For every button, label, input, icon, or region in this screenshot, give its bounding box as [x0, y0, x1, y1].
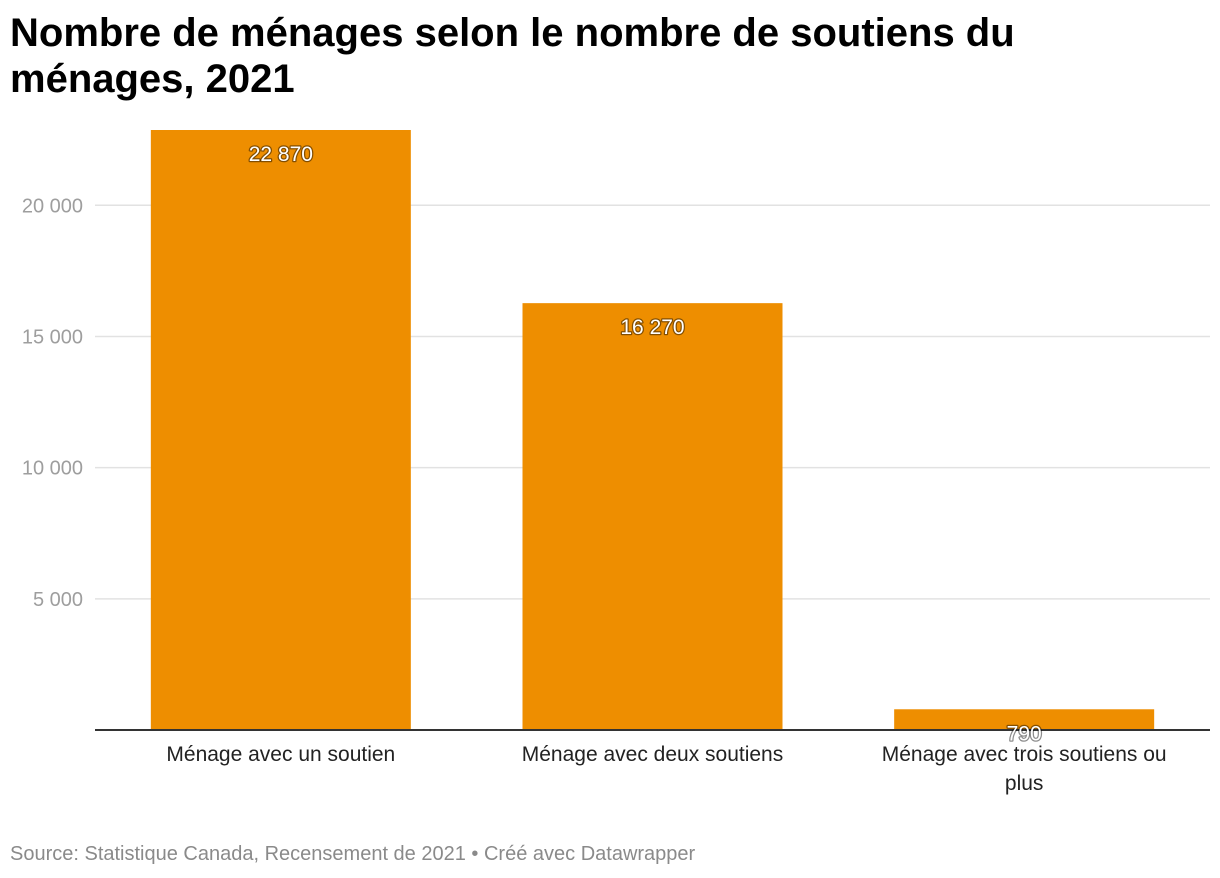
y-tick-label: 20 000: [22, 195, 83, 217]
x-category-label: Ménage avec deux soutiens: [522, 743, 784, 766]
bar-value-label: 790: [1007, 722, 1042, 745]
bar-value-labels: 22 870 16 270 790: [247, 142, 1042, 747]
bar-value-label: 22 870: [249, 143, 313, 166]
x-axis-category-labels: Ménage avec un soutien Ménage avec deux s…: [166, 743, 1166, 795]
bar: [894, 709, 1155, 730]
y-axis-tick-labels: 5 000 10 000 15 000 20 000: [22, 195, 83, 611]
footer-separator: •: [465, 843, 484, 865]
source-text: Source: Statistique Canada, Recensement …: [10, 843, 466, 865]
chart-footer: Source: Statistique Canada, Recensement …: [10, 843, 695, 866]
x-category-label: plus: [1005, 772, 1044, 795]
bars: [150, 130, 1155, 730]
bar-value-label: 16 270: [620, 316, 684, 339]
y-tick-label: 10 000: [22, 458, 83, 480]
y-tick-label: 15 000: [22, 326, 83, 348]
x-category-label: Ménage avec trois soutiens ou: [882, 743, 1167, 766]
y-tick-label: 5 000: [33, 589, 83, 611]
datawrapper-credit-link[interactable]: Créé avec Datawrapper: [483, 843, 696, 865]
bar: [150, 130, 411, 730]
bar: [522, 303, 783, 730]
x-category-label: Ménage avec un soutien: [166, 743, 395, 766]
chart-title: Nombre de ménages selon le nombre de sou…: [10, 11, 1015, 101]
